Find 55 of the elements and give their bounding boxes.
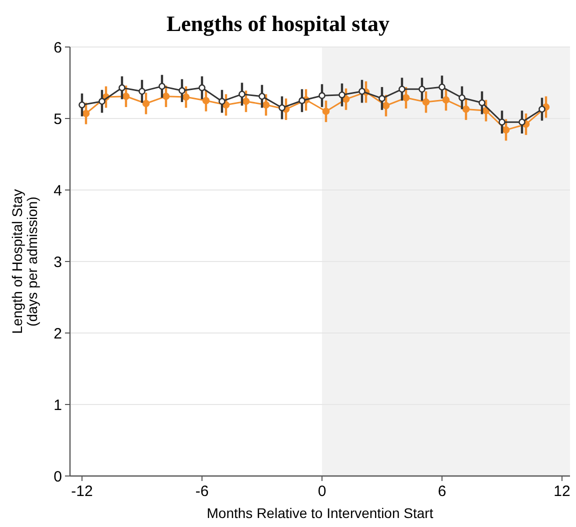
point — [418, 86, 426, 93]
point — [458, 94, 466, 102]
point — [462, 106, 470, 113]
point — [438, 84, 446, 90]
point — [182, 93, 190, 101]
y-tick-label: 1 — [54, 396, 62, 414]
x-tick-label: 6 — [438, 483, 446, 500]
point — [218, 98, 226, 105]
point — [538, 106, 546, 113]
point — [262, 101, 270, 109]
point — [342, 96, 350, 103]
point — [278, 104, 286, 112]
point — [118, 84, 126, 92]
point — [238, 90, 246, 98]
y-tick-label: 5 — [54, 110, 62, 128]
point — [158, 82, 166, 90]
chart-title: Lengths of hospital stay — [166, 11, 390, 36]
point — [402, 94, 410, 102]
x-tick-label: -6 — [195, 483, 209, 500]
point — [138, 88, 146, 95]
point — [298, 97, 306, 104]
point — [442, 96, 450, 104]
x-axis-title: Months Relative to Intervention Start — [206, 505, 434, 521]
point — [378, 95, 386, 102]
point — [498, 118, 506, 126]
y-tick-label: 3 — [54, 254, 62, 271]
point — [422, 98, 430, 106]
point — [318, 92, 326, 100]
y-tick-label: 6 — [54, 39, 62, 56]
point — [202, 96, 210, 104]
point — [82, 110, 90, 118]
point — [322, 108, 330, 115]
point — [382, 102, 390, 110]
x-tick-label: -12 — [71, 483, 93, 500]
point — [178, 87, 186, 94]
point — [242, 98, 250, 105]
y-tick-label: 0 — [54, 468, 62, 486]
point — [398, 86, 406, 93]
point — [478, 99, 486, 106]
y-tick-label: 2 — [54, 325, 62, 342]
point — [338, 91, 346, 98]
y-tick-label: 4 — [54, 182, 62, 200]
y-axis-title: Length of Hospital Stay (days per admission) — [9, 189, 40, 334]
x-tick-label: 12 — [554, 483, 570, 500]
point — [258, 92, 266, 100]
point — [98, 98, 106, 105]
point — [122, 92, 130, 100]
point — [358, 88, 366, 95]
point — [198, 84, 206, 92]
point — [518, 118, 526, 126]
point — [142, 100, 150, 108]
point — [78, 101, 86, 108]
point — [162, 92, 170, 100]
x-tick-label: 0 — [318, 483, 326, 500]
point — [502, 126, 510, 134]
